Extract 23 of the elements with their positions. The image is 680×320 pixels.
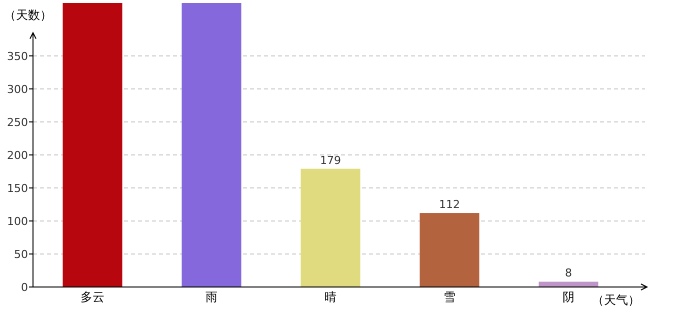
bar [420,213,480,287]
y-tick-label: 250 [7,116,28,129]
y-axis-title: （天数） [4,8,52,22]
x-axis-title: （天气） [592,293,640,307]
x-tick-label: 阴 [562,290,574,304]
y-tick-label: 200 [7,148,28,162]
bar [62,3,122,287]
bar [538,282,598,287]
y-tick-label: 300 [7,82,28,96]
y-tick-label: 350 [7,50,28,63]
y-tick-label: 50 [14,248,28,261]
data-label: 179 [320,154,341,167]
x-tick-label: 晴 [324,290,336,304]
x-tick-label: 雪 [444,290,456,304]
x-tick-label: 雨 [206,290,218,304]
data-label: 112 [439,198,460,212]
y-tick-label: 150 [7,182,28,195]
bar [300,168,360,287]
x-tick-label: 多云 [80,290,104,304]
y-tick-label: 0 [21,281,28,294]
data-label: 8 [565,266,572,280]
y-tick-label: 100 [7,214,28,228]
bar [182,3,242,287]
